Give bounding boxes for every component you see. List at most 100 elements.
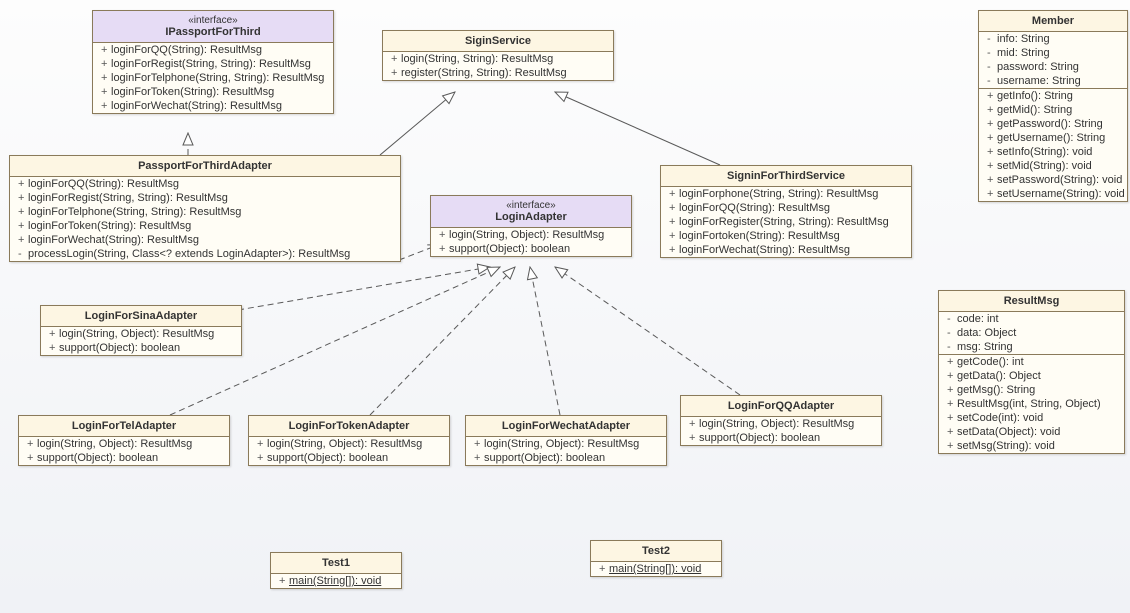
class-IPassportForThird[interactable]: «interface»IPassportForThird+loginForQQ(… [92, 10, 334, 114]
class-title: LoginForQQAdapter [681, 396, 881, 417]
visibility: + [947, 370, 957, 382]
class-name: Test1 [322, 557, 350, 569]
class-ResultMsg[interactable]: ResultMsg-code: int-data: Object-msg: St… [938, 290, 1125, 454]
visibility: + [947, 384, 957, 396]
member-text: support(Object): boolean [449, 243, 570, 255]
class-name: SiginService [465, 35, 531, 47]
member-row: +loginForRegist(String, String): ResultM… [93, 57, 333, 71]
member-row: +login(String, Object): ResultMsg [466, 437, 666, 451]
member-text: setInfo(String): void [997, 146, 1092, 158]
class-Member[interactable]: Member-info: String-mid: String-password… [978, 10, 1128, 202]
class-name: LoginForWechatAdapter [502, 420, 630, 432]
member-row: +getInfo(): String [979, 89, 1127, 103]
member-row: +register(String, String): ResultMsg [383, 66, 613, 80]
visibility: + [987, 118, 997, 130]
member-text: msg: String [957, 341, 1013, 353]
member-row: +login(String, Object): ResultMsg [19, 437, 229, 451]
class-SigninForThirdService[interactable]: SigninForThirdService+loginForphone(Stri… [660, 165, 912, 258]
member-row: +loginForQQ(String): ResultMsg [93, 43, 333, 57]
member-text: login(String, Object): ResultMsg [699, 418, 854, 430]
visibility: + [599, 563, 609, 575]
member-text: login(String, Object): ResultMsg [449, 229, 604, 241]
member-row: +getMid(): String [979, 103, 1127, 117]
member-text: support(Object): boolean [37, 452, 158, 464]
connector-extend [555, 92, 720, 165]
class-section: +getCode(): int+getData(): Object+getMsg… [939, 355, 1124, 453]
class-LoginForTelAdapter[interactable]: LoginForTelAdapter +login(String, Object)… [18, 415, 230, 466]
member-row: +loginForWechat(String): ResultMsg [93, 99, 333, 113]
member-text: main(String[]): void [609, 563, 701, 575]
member-text: loginForQQ(String): ResultMsg [28, 178, 179, 190]
class-SiginService[interactable]: SiginService +login(String, String): Resu… [382, 30, 614, 81]
class-section: +login(String, Object): ResultMsg+suppor… [681, 417, 881, 445]
member-row: +getPassword(): String [979, 117, 1127, 131]
visibility: + [669, 216, 679, 228]
class-LoginForWechatAdapter[interactable]: LoginForWechatAdapter +login(String, Obje… [465, 415, 667, 466]
visibility: + [669, 244, 679, 256]
member-text: setUsername(String): void [997, 188, 1125, 200]
member-row: +loginForWechat(String): ResultMsg [661, 243, 911, 257]
visibility: + [669, 230, 679, 242]
class-PassportForThirdAdapter[interactable]: PassportForThirdAdapter+loginForQQ(Strin… [9, 155, 401, 262]
member-text: main(String[]): void [289, 575, 381, 587]
member-text: getPassword(): String [997, 118, 1103, 130]
class-Test2[interactable]: Test2 +main(String[]): void [590, 540, 722, 577]
class-section: +loginForQQ(String): ResultMsg+loginForR… [10, 177, 400, 261]
visibility: + [49, 328, 59, 340]
member-text: ResultMsg(int, String, Object) [957, 398, 1101, 410]
member-text: getData(): Object [957, 370, 1041, 382]
visibility: + [669, 202, 679, 214]
class-name: ResultMsg [1004, 295, 1060, 307]
member-row: +setInfo(String): void [979, 145, 1127, 159]
member-text: register(String, String): ResultMsg [401, 67, 567, 79]
visibility: + [257, 452, 267, 464]
member-text: loginForToken(String): ResultMsg [111, 86, 274, 98]
member-text: getCode(): int [957, 356, 1024, 368]
visibility: + [987, 132, 997, 144]
class-LoginForQQAdapter[interactable]: LoginForQQAdapter+login(String, Object):… [680, 395, 882, 446]
connector-extend [380, 92, 455, 155]
member-row: +loginForWechat(String): ResultMsg [10, 233, 400, 247]
member-row: -password: String [979, 60, 1127, 74]
visibility: + [439, 229, 449, 241]
class-section: -code: int-data: Object-msg: String [939, 312, 1124, 355]
member-text: code: int [957, 313, 999, 325]
class-section: -info: String-mid: String-password: Stri… [979, 32, 1127, 89]
member-row: +loginForQQ(String): ResultMsg [661, 201, 911, 215]
visibility: + [18, 220, 28, 232]
class-LoginAdapter[interactable]: «interface»LoginAdapter+login(String, Ob… [430, 195, 632, 257]
visibility: + [987, 160, 997, 172]
class-name: LoginForTelAdapter [72, 420, 176, 432]
visibility: + [18, 178, 28, 190]
member-row: +loginForToken(String): ResultMsg [10, 219, 400, 233]
class-name: Test2 [642, 545, 670, 557]
member-row: -code: int [939, 312, 1124, 326]
visibility: + [27, 452, 37, 464]
class-title: Member [979, 11, 1127, 32]
class-section: +main(String[]): void [271, 574, 401, 588]
class-section: +login(String, String): ResultMsg+regist… [383, 52, 613, 80]
member-text: setMsg(String): void [957, 440, 1055, 452]
class-name: PassportForThirdAdapter [138, 160, 272, 172]
member-row: +setCode(int): void [939, 411, 1124, 425]
member-text: loginForRegist(String, String): ResultMs… [28, 192, 228, 204]
member-row: +main(String[]): void [591, 562, 721, 576]
class-LoginForTokenAdapter[interactable]: LoginForTokenAdapter+login(String, Objec… [248, 415, 450, 466]
connector-realize [238, 267, 490, 310]
member-row: -processLogin(String, Class<? extends Lo… [10, 247, 400, 261]
visibility: - [947, 341, 957, 353]
visibility: + [947, 412, 957, 424]
class-section: +login(String, Object): ResultMsg+suppor… [431, 228, 631, 256]
member-text: loginForToken(String): ResultMsg [28, 220, 191, 232]
member-row: +setPassword(String): void [979, 173, 1127, 187]
class-Test1[interactable]: Test1 +main(String[]): void [270, 552, 402, 589]
member-text: loginForWechat(String): ResultMsg [679, 244, 850, 256]
member-row: +support(Object): boolean [681, 431, 881, 445]
class-title: «interface»LoginAdapter [431, 196, 631, 228]
visibility: + [987, 146, 997, 158]
class-section: +main(String[]): void [591, 562, 721, 576]
visibility: + [947, 398, 957, 410]
class-LoginForSinaAdapter[interactable]: LoginForSinaAdapter+login(String, Object… [40, 305, 242, 356]
visibility: + [101, 100, 111, 112]
member-text: loginForTelphone(String, String): Result… [28, 206, 241, 218]
